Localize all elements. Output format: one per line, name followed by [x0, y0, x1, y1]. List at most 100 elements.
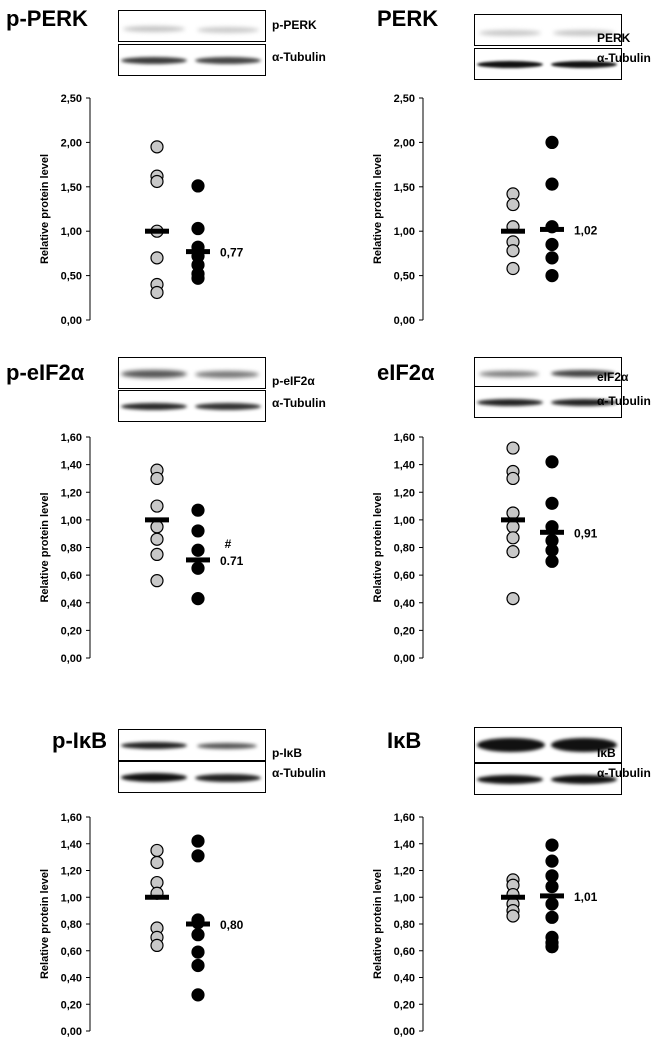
- y-axis-label: Relative protein level: [39, 154, 51, 264]
- y-tick-label: 1,20: [394, 487, 415, 499]
- blot-band: [477, 61, 543, 68]
- panel-title: eIF2α: [377, 360, 435, 385]
- y-tick-label: 0,00: [61, 653, 82, 665]
- control-point: [150, 855, 164, 870]
- blot-band: [479, 30, 541, 36]
- y-tick-label: 1,20: [61, 866, 82, 878]
- y-tick-label: 0,00: [394, 1026, 415, 1038]
- blot-target: [118, 729, 266, 761]
- panel-title: PERK: [377, 6, 439, 31]
- blot-band: [477, 399, 543, 406]
- panel-title: p-IκB: [52, 728, 108, 753]
- control-point: [506, 471, 520, 486]
- treated-point: [545, 237, 559, 252]
- control-mean-bar: [501, 228, 525, 234]
- y-tick-label: 2,00: [61, 137, 82, 149]
- treated-mean-bar: [186, 921, 210, 927]
- blot-band: [551, 775, 617, 784]
- y-tick-label: 1,60: [61, 812, 82, 824]
- treated-point: [191, 524, 205, 538]
- treated-point: [545, 251, 559, 265]
- y-tick-label: 0,20: [61, 625, 82, 637]
- treated-point: [545, 897, 559, 911]
- blot-label-loading: α-Tubulin: [272, 50, 326, 64]
- mean-value-label: 0,80: [220, 918, 244, 932]
- mean-value-label: 0.71: [220, 554, 244, 568]
- y-tick-label: 0,80: [394, 543, 415, 555]
- control-point: [506, 531, 520, 545]
- treated-point: [545, 177, 559, 191]
- y-tick-label: 1,50: [394, 182, 415, 194]
- y-axis-label: Relative protein level: [39, 869, 51, 979]
- control-point: [150, 938, 164, 952]
- y-tick-label: 0,60: [61, 946, 82, 958]
- blot-target: [118, 357, 266, 389]
- scatter-plot: 0,00 0,20 0,40 0,60 0,80 1,00 1,20 1,40 1,60 Rela…: [39, 812, 244, 1038]
- significance-mark: #: [225, 537, 232, 551]
- blot-band: [551, 61, 617, 68]
- blot-label-loading: α-Tubulin: [272, 396, 326, 410]
- panel-ikb: IκB IκB α-Tubulin 0,00 0,20 0,40 0,60 0,80 1,…: [333, 690, 666, 1047]
- panel-p-perk: p-PERK p-PERK α-Tubulin 0,00 0,50 1,00 1,50…: [0, 0, 333, 340]
- y-tick-label: 2,00: [394, 137, 415, 149]
- treated-point: [191, 543, 205, 557]
- y-tick-label: 0,40: [61, 973, 82, 985]
- blot-label-loading: α-Tubulin: [597, 766, 651, 780]
- y-tick-label: 0,50: [394, 271, 415, 283]
- treated-point: [545, 543, 559, 557]
- treated-mean-bar: [540, 529, 564, 535]
- treated-point: [545, 455, 559, 469]
- y-tick-label: 0,00: [61, 1026, 82, 1038]
- y-tick-label: 0,00: [61, 315, 82, 327]
- blot-band: [551, 738, 617, 752]
- control-mean-bar: [145, 228, 169, 234]
- control-point: [506, 261, 520, 276]
- blot-loading-control: [474, 386, 622, 418]
- treated-point: [545, 940, 559, 954]
- treated-point: [191, 834, 205, 848]
- y-tick-label: 1,60: [394, 812, 415, 824]
- blot-band: [551, 370, 615, 377]
- blot-label-loading: α-Tubulin: [272, 766, 326, 780]
- y-tick-label: 1,20: [61, 487, 82, 499]
- treated-mean-bar: [540, 226, 564, 232]
- blot-band: [477, 775, 543, 784]
- treated-mean-bar: [186, 249, 210, 255]
- treated-point: [191, 988, 205, 1002]
- treated-point: [191, 928, 205, 942]
- treated-point: [545, 554, 559, 568]
- control-point: [150, 471, 164, 486]
- panel-p-eif2a: p-eIF2α p-eIF2α α-Tubulin 0,00 0,20 0,40 0,…: [0, 340, 333, 690]
- scatter-plot: 0,00 0,50 1,00 1,50 2,00 2,50 Relative protein…: [372, 93, 598, 327]
- blot-band: [195, 774, 261, 782]
- blot-target: [474, 727, 622, 763]
- control-point: [506, 506, 520, 520]
- y-tick-label: 1,60: [394, 432, 415, 444]
- blot-loading-control: [118, 761, 266, 793]
- blot-label-target: IκB: [597, 746, 616, 760]
- blot-loading-control: [474, 763, 622, 795]
- blot-band: [121, 370, 187, 378]
- mean-value-label: 0,91: [574, 526, 598, 540]
- control-point: [506, 441, 520, 455]
- y-tick-label: 0,40: [61, 598, 82, 610]
- y-tick-label: 1,50: [61, 182, 82, 194]
- treated-point: [191, 271, 205, 285]
- treated-point: [545, 496, 559, 510]
- y-tick-label: 1,20: [394, 866, 415, 878]
- y-tick-label: 0,40: [394, 973, 415, 985]
- y-tick-label: 1,40: [61, 839, 82, 851]
- treated-point: [191, 179, 205, 193]
- treated-mean-bar: [540, 893, 564, 899]
- y-axis-label: Relative protein level: [372, 869, 384, 979]
- blot-loading-control: [118, 390, 266, 422]
- panel-perk: PERK PERK α-Tubulin 0,00 0,50 1,00 1,50 2,00…: [333, 0, 666, 340]
- control-point: [150, 843, 164, 858]
- y-axis-label: Relative protein level: [39, 492, 51, 602]
- control-mean-bar: [145, 894, 169, 900]
- blot-band: [197, 27, 259, 33]
- y-tick-label: 1,40: [394, 839, 415, 851]
- treated-point: [191, 958, 205, 973]
- y-tick-label: 0,60: [394, 570, 415, 582]
- blot-loading-control: [474, 48, 622, 80]
